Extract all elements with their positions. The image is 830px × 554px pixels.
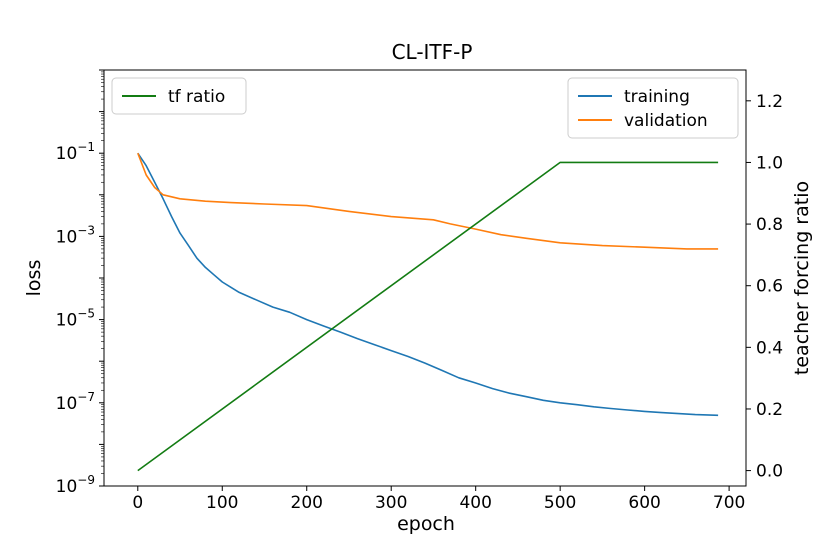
x-tick-label: 500 [544, 493, 576, 513]
x-tick-label: 400 [459, 493, 491, 513]
y-right-tick-label: 1.0 [756, 153, 783, 173]
x-axis-ticks: 0 100 200 300 400 500 600 700 [132, 486, 745, 513]
y-left-tick-label: 10−3 [56, 223, 95, 247]
left-y-axis-label: loss [23, 260, 45, 297]
series-line-tf-ratio [137, 161, 719, 472]
x-tick-label: 0 [132, 493, 143, 513]
right-y-axis-label: teacher forcing ratio [791, 181, 813, 375]
x-tick-label: 100 [206, 493, 238, 513]
y-left-tick-label: 10−1 [56, 140, 95, 164]
left-y-axis-ticks: 10−9 10−7 10−5 10−3 10−1 [56, 69, 104, 497]
y-left-tick-label: 10−9 [56, 473, 95, 497]
legend-entry-label: tf ratio [168, 87, 225, 107]
x-tick-label: 200 [291, 493, 323, 513]
x-tick-label: 300 [375, 493, 407, 513]
y-right-tick-label: 0.6 [756, 277, 783, 297]
x-tick-label: 600 [628, 493, 660, 513]
y-left-tick-label: 10−7 [56, 390, 95, 414]
legend-entry-label: validation [624, 111, 708, 131]
chart-title: CL-ITF-P [392, 40, 473, 64]
right-y-axis-ticks: 0.0 0.2 0.4 0.6 0.8 1.0 1.2 [746, 92, 783, 482]
y-right-tick-label: 0.4 [756, 338, 783, 358]
x-axis-label: epoch [397, 513, 455, 535]
legend-entry-label: training [624, 87, 690, 107]
y-right-tick-label: 0.8 [756, 215, 783, 235]
y-right-tick-label: 1.2 [756, 92, 783, 112]
legends: tf ratio training validation [111, 77, 739, 139]
y-left-tick-label: 10−5 [56, 307, 95, 331]
legend-box [567, 77, 739, 139]
y-right-tick-label: 0.0 [756, 462, 783, 482]
legend-box [111, 77, 247, 115]
series-line-training [137, 152, 719, 417]
series-line-validation [137, 152, 719, 250]
y-right-tick-label: 0.2 [756, 400, 783, 420]
x-tick-label: 700 [713, 493, 745, 513]
